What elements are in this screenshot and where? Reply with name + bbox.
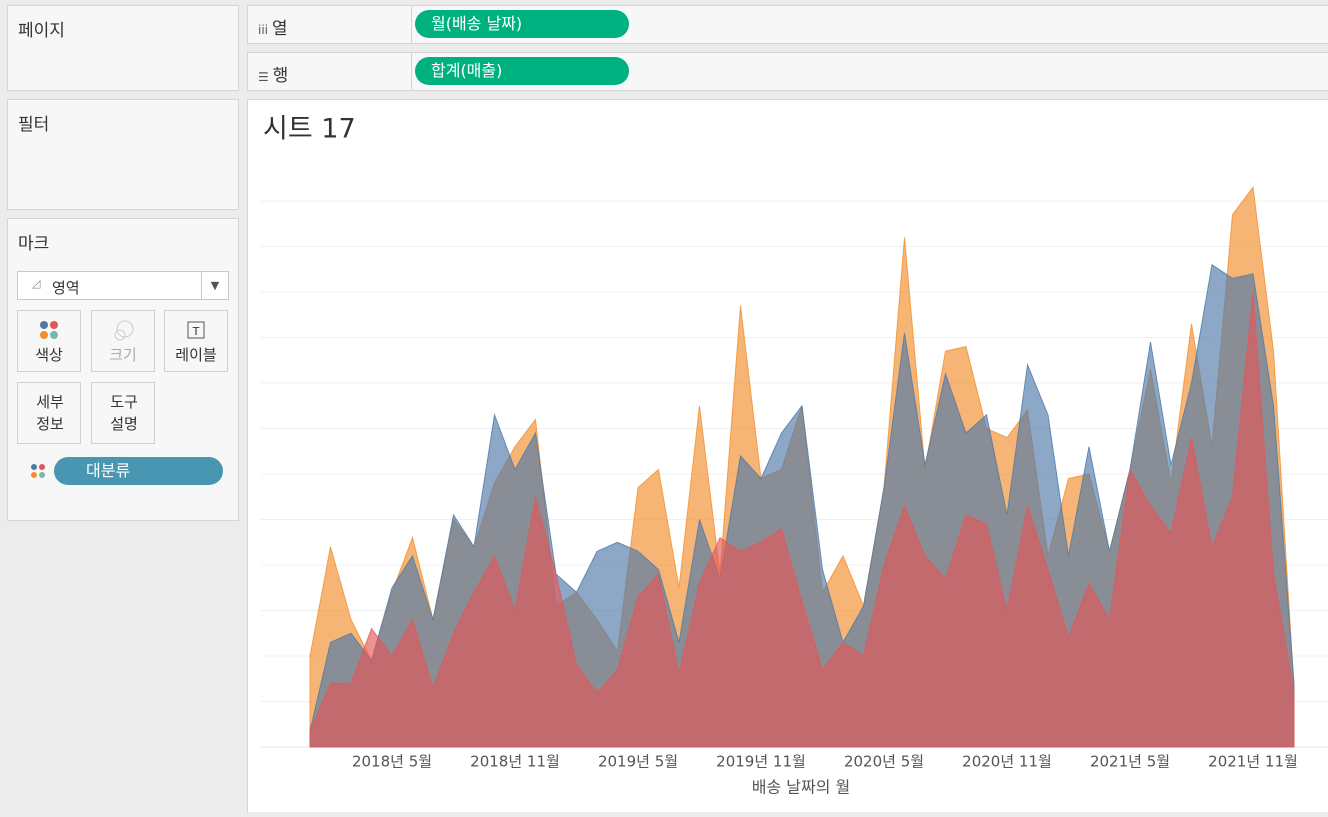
card-label: 세부 정보 xyxy=(36,393,64,433)
color-field: 대분류 xyxy=(86,461,131,480)
columns-text: 열 xyxy=(271,19,288,39)
marks-panel: 마크 ◿ 영역 ▼ 색상 크기 T 레이블 세부 정보 도구 설명 대분류 xyxy=(7,218,239,521)
x-tick-label: 2021년 11월 xyxy=(1208,753,1298,771)
columns-field: 월(배송 날짜) xyxy=(431,14,523,33)
color-field-icon xyxy=(31,464,45,478)
chart: 시트 17 배송 날짜의 월 2018년 5월 2018년 11월 2019년 5월… xyxy=(261,114,1328,797)
label-card[interactable]: T 레이블 xyxy=(164,310,228,372)
rows-field: 합계(매출) xyxy=(431,61,503,80)
card-label: 크기 xyxy=(109,346,137,364)
color-card[interactable]: 색상 xyxy=(17,310,81,372)
x-tick-label: 2021년 5월 xyxy=(1090,753,1170,771)
filters-panel: 필터 xyxy=(7,99,239,210)
label-icon: T xyxy=(187,321,205,339)
rows-shelf: ☰ 행 합계(매출) xyxy=(247,52,1328,91)
detail-card[interactable]: 세부 정보 xyxy=(17,382,81,444)
x-tick-label: 2018년 11월 xyxy=(470,753,560,771)
card-label: 레이블 xyxy=(175,346,217,364)
color-field-pill[interactable]: 대분류 xyxy=(54,457,223,485)
dropdown-arrow: ▼ xyxy=(201,272,228,299)
x-tick-label: 2020년 5월 xyxy=(844,753,924,771)
area xyxy=(309,291,1295,748)
rows-icon: ☰ xyxy=(258,70,273,84)
area-icon: ◿ xyxy=(32,277,41,290)
columns-pill[interactable]: 월(배송 날짜) xyxy=(415,10,629,38)
rows-pill[interactable]: 합계(매출) xyxy=(415,57,629,85)
rows-label: ☰ 행 xyxy=(258,61,288,86)
mark-type-dropdown[interactable]: ◿ 영역 ▼ xyxy=(17,271,229,300)
sheet: 시트 17 배송 날짜의 월 2018년 5월 2018년 11월 2019년 5월… xyxy=(247,99,1328,812)
rows-text: 행 xyxy=(272,66,289,86)
columns-icon: iii xyxy=(258,23,272,37)
pages-title: 페이지 xyxy=(18,21,65,41)
x-axis-title: 배송 날짜의 월 xyxy=(752,778,851,797)
mark-type: 영역 xyxy=(52,279,80,297)
filters-title: 필터 xyxy=(18,115,50,135)
separator xyxy=(411,6,412,43)
tooltip-card[interactable]: 도구 설명 xyxy=(91,382,155,444)
x-tick-label: 2019년 11월 xyxy=(716,753,806,771)
columns-label: iii 열 xyxy=(258,14,287,39)
separator xyxy=(411,53,412,90)
x-tick-label: 2019년 5월 xyxy=(598,753,678,771)
size-icon xyxy=(114,320,134,341)
color-icon xyxy=(40,321,58,339)
x-tick-label: 2020년 11월 xyxy=(962,753,1052,771)
pages-panel: 페이지 xyxy=(7,5,239,91)
size-card[interactable]: 크기 xyxy=(91,310,155,372)
svg-text:T: T xyxy=(192,325,200,338)
card-label: 색상 xyxy=(35,346,63,364)
marks-title: 마크 xyxy=(18,234,50,254)
x-tick-label: 2018년 5월 xyxy=(352,753,432,771)
chart-title: 시트 17 xyxy=(263,114,356,145)
columns-shelf: iii 열 월(배송 날짜) xyxy=(247,5,1328,44)
card-label: 도구 설명 xyxy=(110,393,138,433)
